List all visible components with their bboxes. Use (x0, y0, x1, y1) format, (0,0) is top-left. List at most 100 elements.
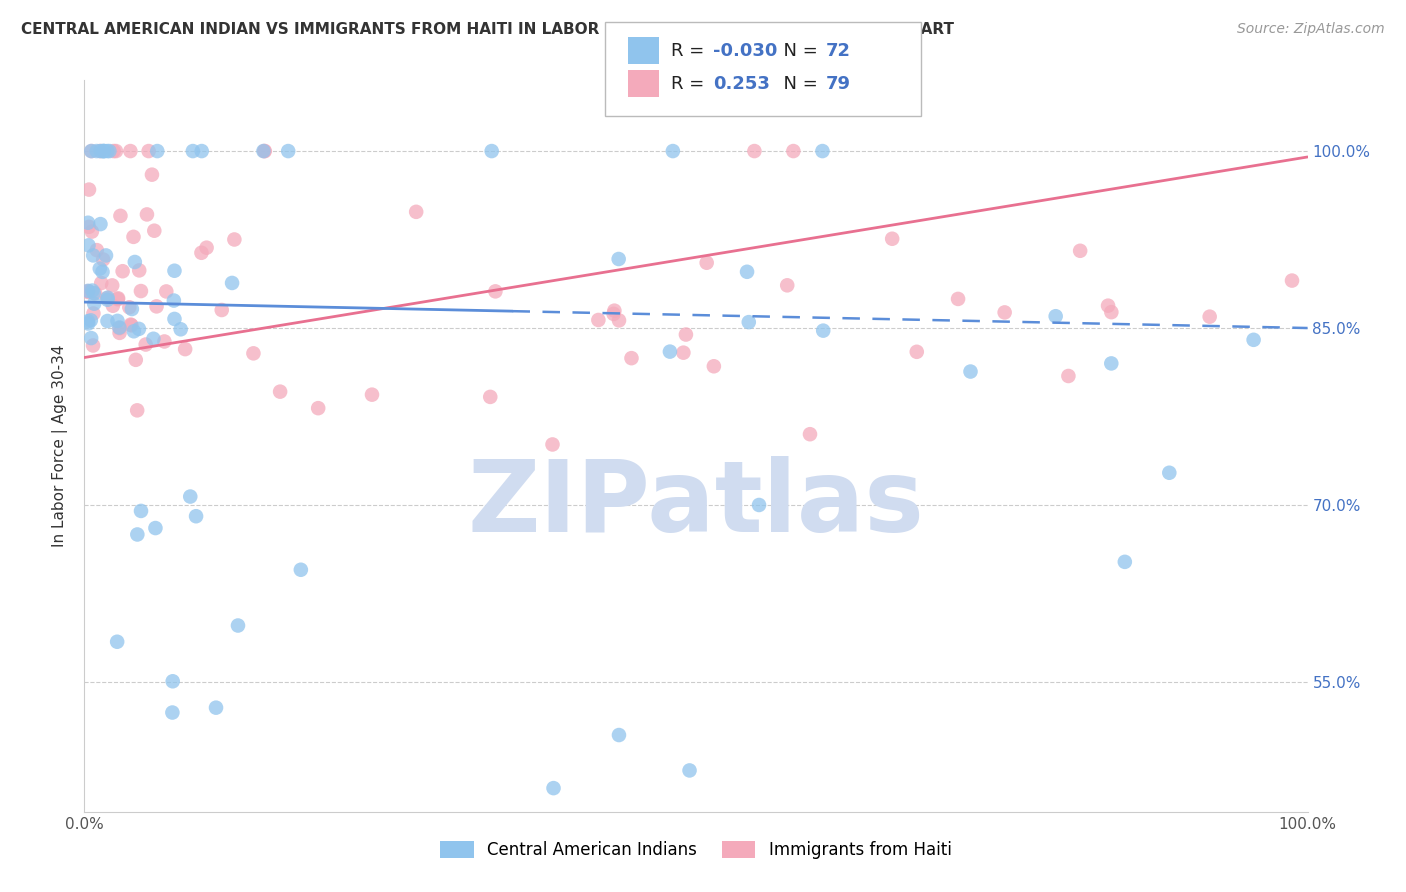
Point (184, 509, 207, 524)
Point (307, 401, 329, 416)
Point (603, 303, 626, 318)
Point (541, 437, 564, 451)
Text: R =: R = (671, 75, 716, 93)
Point (93, 144, 115, 158)
Text: 79: 79 (825, 75, 851, 93)
Point (748, 498, 770, 512)
Point (658, 344, 681, 359)
Point (127, 527, 149, 541)
Point (80, 144, 103, 158)
Point (108, 321, 131, 335)
Point (83, 286, 105, 301)
Point (129, 504, 152, 518)
Point (744, 144, 766, 158)
Point (101, 299, 124, 313)
Point (163, 264, 186, 278)
Point (89, 217, 111, 231)
Text: -0.030: -0.030 (713, 42, 778, 60)
Point (170, 322, 193, 336)
Point (242, 346, 264, 360)
Point (190, 245, 212, 260)
Point (110, 209, 132, 223)
Point (90, 276, 112, 290)
Point (77, 285, 100, 299)
Point (121, 301, 143, 316)
Y-axis label: In Labor Force | Age 30-34: In Labor Force | Age 30-34 (52, 344, 69, 548)
Point (77, 183, 100, 197)
Point (80, 225, 103, 239)
Point (120, 144, 142, 158)
Point (122, 324, 145, 338)
Text: 72: 72 (825, 42, 851, 60)
Legend: Central American Indians, Immigrants from Haiti: Central American Indians, Immigrants fro… (434, 834, 957, 865)
Point (77, 317, 100, 331)
Point (162, 674, 184, 689)
Point (607, 728, 630, 742)
Point (162, 706, 184, 720)
Point (127, 403, 149, 417)
Text: 0.253: 0.253 (713, 75, 769, 93)
Point (205, 700, 228, 714)
Point (82, 248, 104, 262)
Point (103, 144, 125, 158)
Point (93, 144, 115, 158)
Point (111, 264, 134, 278)
Point (620, 351, 643, 366)
Point (108, 320, 131, 334)
Point (181, 144, 204, 158)
Point (678, 764, 700, 778)
Point (662, 144, 685, 158)
Point (602, 307, 624, 321)
Point (77, 284, 100, 298)
Point (1069, 244, 1091, 258)
Point (96, 293, 118, 307)
Text: R =: R = (671, 42, 710, 60)
Point (226, 618, 249, 632)
Point (86, 144, 108, 158)
Point (98, 144, 121, 158)
Point (129, 284, 152, 298)
Point (82, 284, 104, 298)
Point (104, 144, 127, 158)
Point (1198, 310, 1220, 324)
Point (91, 252, 114, 267)
Text: Source: ZipAtlas.com: Source: ZipAtlas.com (1237, 22, 1385, 37)
Point (128, 322, 150, 336)
Point (277, 144, 299, 158)
Point (782, 144, 804, 158)
Point (946, 292, 969, 306)
Point (405, 204, 427, 219)
Point (735, 265, 758, 279)
Point (738, 315, 761, 329)
Point (80, 144, 103, 158)
Point (82, 338, 104, 352)
Point (882, 232, 904, 246)
Point (143, 224, 166, 238)
Point (588, 313, 610, 327)
Point (118, 300, 141, 314)
Point (120, 318, 142, 333)
Point (107, 314, 129, 328)
Point (86, 243, 108, 257)
Point (89, 144, 111, 158)
Point (91, 144, 114, 158)
Point (97, 291, 120, 305)
Point (1281, 274, 1303, 288)
Point (77, 219, 100, 234)
Point (142, 332, 165, 346)
Point (80, 331, 103, 345)
Point (1099, 356, 1122, 370)
Point (484, 285, 506, 299)
Point (811, 324, 834, 338)
Point (80, 313, 103, 327)
Point (122, 230, 145, 244)
Point (128, 263, 150, 277)
Point (135, 337, 157, 351)
Point (77, 216, 100, 230)
Point (543, 781, 565, 796)
Point (163, 312, 186, 326)
Point (91, 265, 114, 279)
Point (145, 299, 167, 313)
Point (252, 144, 274, 158)
Point (82, 306, 104, 320)
